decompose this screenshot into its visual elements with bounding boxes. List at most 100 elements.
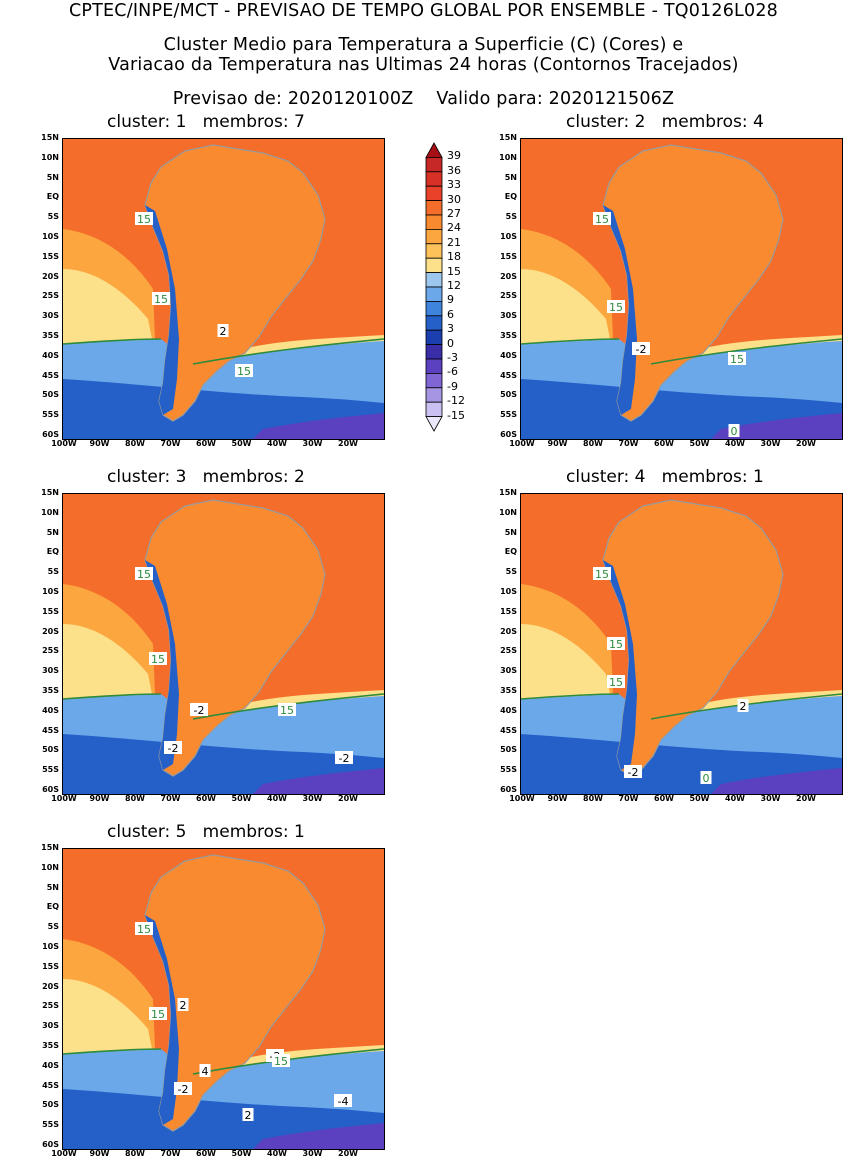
- svg-text:0: 0: [731, 425, 738, 438]
- map-canvas-4: 15 15 15 2 -2 0: [521, 494, 842, 794]
- colorbar-swatch: [425, 243, 443, 259]
- longitude-tick-label: 70W: [160, 1149, 181, 1158]
- colorbar-swatch: [425, 200, 443, 216]
- longitude-tick-label: 80W: [125, 439, 145, 448]
- latitude-tick-label: 10N: [41, 152, 59, 162]
- svg-text:15: 15: [137, 213, 151, 226]
- longitude-tick-label: 100W: [51, 794, 77, 803]
- panel-2-title: cluster: 2 membros: 4: [566, 112, 764, 132]
- longitude-tick-label: 90W: [89, 1149, 110, 1158]
- map-canvas-1: 15 15 15 2: [63, 139, 384, 439]
- svg-text:-2: -2: [168, 742, 179, 755]
- svg-text:-2: -2: [178, 1083, 189, 1096]
- colorbar-swatch: [425, 372, 443, 389]
- colorbar: 39 36 33 30 27 24 21 18 15 12 9 6 3 0 -3 -6 -9 -12 -15: [425, 133, 485, 443]
- colorbar-top-arrow: [425, 142, 443, 158]
- latitude-tick-label: 30S: [42, 1021, 59, 1031]
- latitude-tick-label: 15S: [500, 251, 517, 261]
- longitude-tick-label: 80W: [583, 794, 603, 803]
- latitude-tick-label: 15S: [42, 251, 59, 261]
- contour-label: 15: [235, 364, 253, 378]
- latitude-tick-label: EQ: [504, 547, 517, 557]
- latitude-tick-label: 35S: [42, 686, 59, 695]
- latitude-tick-label: 5S: [47, 212, 59, 222]
- svg-text:15: 15: [151, 1008, 165, 1021]
- latitude-tick-label: 40S: [42, 350, 59, 360]
- colorbar-label: -9: [447, 379, 458, 393]
- colorbar-label: 3: [447, 322, 454, 336]
- latitude-tick-label: 10N: [41, 862, 59, 872]
- latitude-tick-label: 5N: [46, 172, 59, 182]
- longitude-tick-label: 20W: [338, 794, 358, 803]
- contour-label: 15: [149, 1007, 167, 1021]
- longitude-tick-label: 60W: [196, 439, 216, 448]
- latitude-tick-label: 35S: [42, 1041, 59, 1050]
- contour-label: 15: [278, 703, 296, 717]
- latitude-tick-label: 20S: [42, 981, 59, 991]
- contour-label: 2: [177, 998, 189, 1012]
- latitude-tick-label: 60S: [500, 785, 517, 794]
- latitude-tick-label: 25S: [42, 646, 59, 656]
- latitude-tick-label: 5N: [504, 527, 517, 537]
- longitude-tick-label: 100W: [51, 439, 77, 448]
- longitude-tick-label: 80W: [125, 794, 145, 803]
- longitude-tick-label: 40W: [725, 794, 745, 803]
- longitude-tick-label: 40W: [267, 1149, 287, 1158]
- colorbar-label: 6: [447, 307, 454, 321]
- latitude-tick-label: 15N: [41, 488, 59, 497]
- contour-label: 15: [149, 652, 167, 666]
- latitude-tick-label: 15N: [499, 488, 517, 497]
- latitude-tick-label: 55S: [42, 1120, 59, 1130]
- contour-label: -2: [335, 751, 353, 765]
- latitude-tick-label: 5S: [505, 212, 517, 222]
- latitude-tick-label: 10N: [499, 507, 517, 517]
- latitude-tick-label: 30S: [500, 311, 517, 321]
- latitude-tick-label: 10N: [41, 507, 59, 517]
- latitude-tick-label: 25S: [42, 1001, 59, 1011]
- latitude-tick-label: 30S: [500, 666, 517, 676]
- longitude-tick-label: 30W: [302, 794, 323, 803]
- latitude-tick-label: 20S: [500, 271, 517, 281]
- colorbar-swatches: [425, 142, 443, 432]
- svg-text:2: 2: [220, 325, 227, 338]
- colorbar-bottom-arrow: [425, 416, 443, 432]
- latitude-tick-label: 15S: [42, 961, 59, 971]
- latitude-tick-label: EQ: [504, 192, 517, 202]
- longitude-tick-label: 50W: [231, 794, 252, 803]
- longitude-tick-label: 50W: [689, 439, 710, 448]
- svg-text:15: 15: [151, 653, 165, 666]
- latitude-tick-label: 15N: [499, 133, 517, 142]
- longitude-tick-label: 40W: [267, 794, 287, 803]
- colorbar-swatch: [425, 344, 443, 360]
- longitude-tick-label: 80W: [583, 439, 603, 448]
- latitude-tick-label: 45S: [500, 370, 517, 380]
- header-line-4: Previsao de: 2020120100Z Valido para: 20…: [172, 89, 675, 109]
- latitude-tick-label: 5N: [504, 172, 517, 182]
- longitude-tick-label: 80W: [125, 1149, 145, 1158]
- longitude-tick-label: 90W: [89, 794, 110, 803]
- map-canvas-2: 15 15 -2 15 0: [521, 139, 842, 439]
- svg-text:4: 4: [202, 1065, 209, 1078]
- latitude-tick-label: 55S: [500, 410, 517, 420]
- latitude-tick-label: 50S: [42, 1100, 59, 1110]
- colorbar-label: -6: [447, 365, 458, 379]
- latitude-tick-label: 5N: [46, 527, 59, 537]
- contour-label: 2: [242, 1108, 254, 1122]
- latitude-tick-label: 5S: [47, 922, 59, 932]
- contour-label: 2: [217, 324, 229, 338]
- latitude-tick-label: 50S: [500, 390, 517, 400]
- longitude-tick-label: 90W: [547, 439, 568, 448]
- longitude-tick-label: 20W: [796, 439, 816, 448]
- latitude-tick-label: 45S: [42, 370, 59, 380]
- colorbar-label: 36: [447, 163, 461, 177]
- latitude-tick-label: 25S: [42, 291, 59, 301]
- colorbar-swatch: [425, 300, 443, 317]
- svg-text:15: 15: [730, 353, 744, 366]
- latitude-tick-label: 50S: [42, 745, 59, 755]
- contour-label: 15: [272, 1054, 290, 1068]
- longitude-tick-label: 20W: [338, 1149, 358, 1158]
- colorbar-swatch: [425, 257, 443, 273]
- latitude-tick-label: 50S: [42, 390, 59, 400]
- latitude-tick-label: 60S: [500, 430, 517, 439]
